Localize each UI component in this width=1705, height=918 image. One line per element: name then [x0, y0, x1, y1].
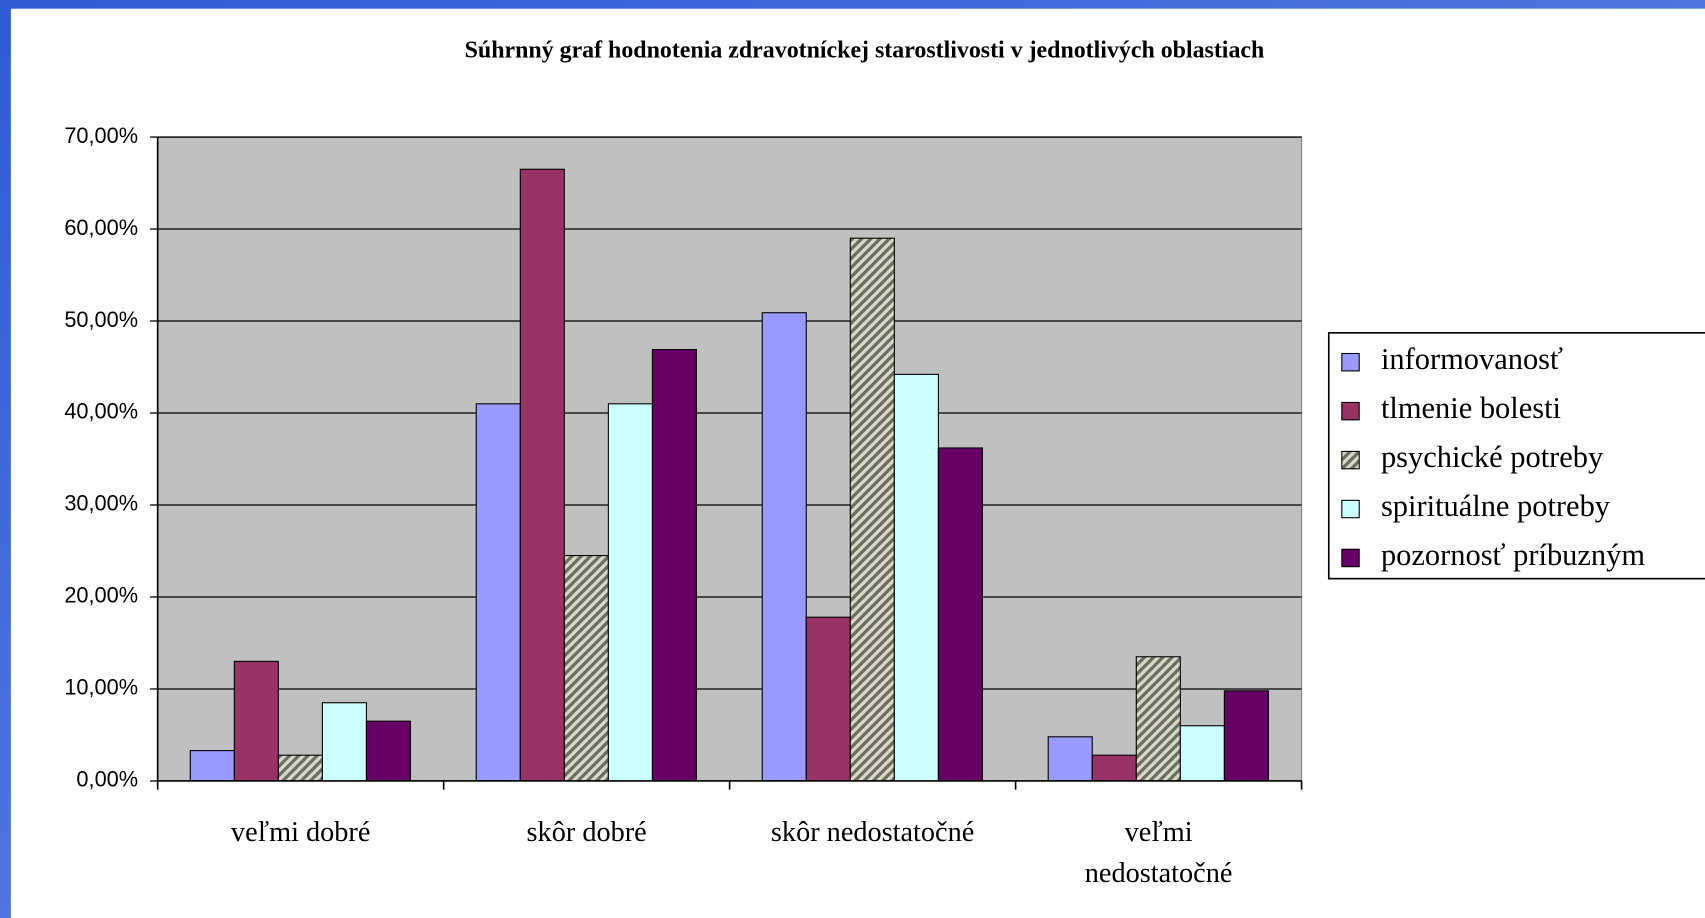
legend-label: pozornosť príbuzným: [1381, 538, 1645, 572]
y-tick-label: 30,00%: [64, 491, 138, 516]
bar: [563, 555, 609, 782]
bar: [365, 720, 412, 782]
legend-label: spirituálne potreby: [1381, 489, 1611, 523]
x-tick-label-box: skôr dobré: [526, 815, 647, 848]
x-tick-label-box: veľmi dobré: [230, 815, 371, 848]
bar: [849, 237, 895, 782]
x-tick-label: skôr nedostatočné: [770, 815, 975, 848]
legend: informovanosť tlmenie bolesti psychické po…: [1327, 332, 1705, 580]
legend-label: informovanosť: [1381, 342, 1563, 376]
bar: [1091, 754, 1137, 782]
bar: [1135, 656, 1181, 782]
legend-swatch: [1341, 499, 1360, 519]
bar: [189, 750, 235, 782]
legend-swatch: [1341, 450, 1360, 470]
legend-swatch: [1341, 352, 1360, 372]
y-tick-label: 20,00%: [64, 583, 138, 608]
legend-swatch: [1341, 401, 1360, 421]
legend-label: tlmenie bolesti: [1381, 391, 1561, 425]
y-tick-label: 70,00%: [64, 123, 138, 148]
plot-area: [157, 136, 1303, 782]
bar: [321, 702, 367, 782]
y-tick-label: 50,00%: [64, 307, 138, 332]
chart-title: Súhrnný graf hodnotenia zdravotníckej st…: [465, 38, 1265, 64]
bar: [1047, 736, 1093, 782]
x-tick-label-box: veľmi nedostatočné: [1084, 815, 1233, 889]
bar: [651, 348, 697, 782]
bar: [937, 447, 983, 782]
bar: [277, 754, 323, 782]
bar: [893, 373, 939, 782]
legend-box: [1327, 332, 1705, 580]
bar: [761, 312, 807, 782]
legend-swatch: [1341, 548, 1360, 568]
x-tick-label: veľmi dobré: [230, 815, 371, 848]
bar: [1223, 690, 1269, 782]
bar: [607, 403, 653, 782]
x-tick-label-box: skôr nedostatočné: [770, 815, 975, 848]
x-tick-label: veľmi nedostatočné: [1084, 815, 1233, 889]
bar: [475, 403, 521, 782]
y-tick-label: 10,00%: [64, 675, 138, 700]
bar: [805, 616, 851, 782]
y-tick-label: 0,00%: [76, 767, 138, 792]
bar: [519, 168, 565, 782]
y-tick-label: 40,00%: [64, 399, 138, 424]
x-tick-label: skôr dobré: [526, 815, 647, 848]
legend-label: psychické potreby: [1381, 440, 1604, 474]
bar: [233, 660, 279, 782]
bar: [1179, 725, 1225, 782]
y-tick-label: 60,00%: [64, 215, 138, 240]
